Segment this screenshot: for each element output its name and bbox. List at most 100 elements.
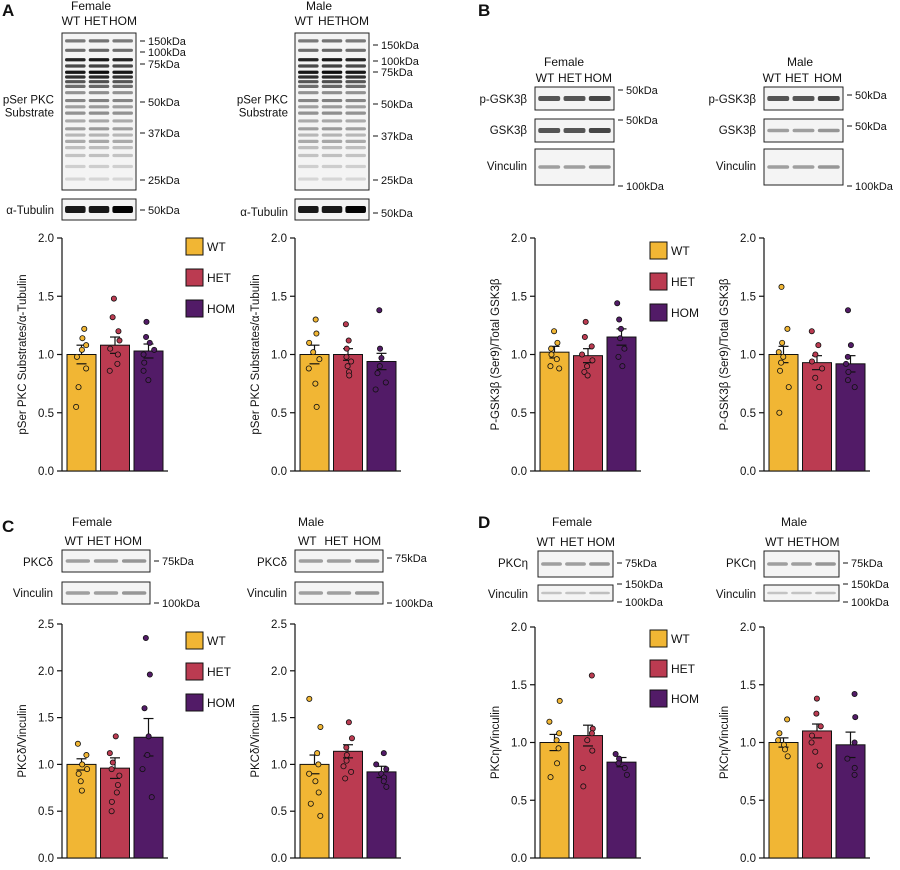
- blot-band: [112, 91, 133, 95]
- data-point: [780, 353, 787, 360]
- blot-row-label: PKCδ: [257, 557, 287, 569]
- blot-D-male: Male WT HET HOM PKCη 75kDa Vinculin 150kDa 100kD…: [716, 515, 890, 609]
- blot-band: [321, 58, 343, 62]
- legend-swatch-hom: [649, 303, 668, 322]
- y-tick-label: 0.5: [511, 795, 527, 807]
- blot-frame: [537, 550, 614, 578]
- y-tick-label: 0.0: [511, 466, 527, 478]
- blot-band: [112, 84, 133, 89]
- blot-band: [112, 206, 133, 213]
- marker-label: 37kDa: [381, 131, 414, 143]
- chart-A-male: 0.0 0.5 1.0 1.5 2.0 pSer PKC Substrates/α-Tub…: [250, 233, 401, 478]
- y-tick-label: 1.5: [38, 713, 54, 725]
- y-tick-label: 1.0: [740, 350, 756, 362]
- data-point: [612, 751, 619, 758]
- marker-label: 150kDa: [148, 36, 187, 48]
- blot-band: [345, 111, 366, 115]
- legend-d: WT HET HOM: [649, 629, 699, 708]
- data-point: [784, 753, 791, 760]
- data-point: [777, 367, 784, 374]
- blot-band: [112, 98, 133, 103]
- data-point: [78, 346, 85, 353]
- blot-band: [112, 111, 133, 115]
- data-point: [79, 761, 86, 768]
- data-point: [151, 346, 158, 353]
- blot-band: [792, 165, 815, 169]
- lane-label: WT: [65, 534, 84, 548]
- data-point: [340, 763, 347, 770]
- lane-label: HOM: [109, 14, 137, 28]
- data-point: [74, 740, 81, 747]
- data-point: [548, 351, 555, 358]
- blot-frame: [61, 549, 151, 573]
- data-point: [313, 330, 320, 337]
- data-point: [73, 403, 80, 410]
- data-point: [109, 759, 116, 766]
- legend-swatch-het: [185, 268, 204, 287]
- data-point: [307, 800, 314, 807]
- data-point: [851, 771, 858, 778]
- blot-row-label: Vinculin: [488, 589, 528, 601]
- blot-band: [121, 591, 147, 595]
- data-point: [312, 778, 319, 785]
- data-point: [554, 339, 561, 346]
- lane-label: HOM: [587, 535, 615, 549]
- y-axis-label: PKCδ/Vinculin: [250, 704, 262, 777]
- data-point: [106, 367, 113, 374]
- data-point: [819, 365, 826, 372]
- data-point: [77, 778, 84, 785]
- blot-band: [88, 119, 110, 123]
- panel-label-a: A: [2, 1, 14, 20]
- blot-row-label: GSK3β: [719, 125, 757, 137]
- data-point: [317, 812, 324, 819]
- blot-band: [298, 127, 319, 131]
- data-point: [316, 356, 323, 363]
- blot-band: [321, 139, 343, 143]
- lane-label: WT: [536, 71, 555, 85]
- y-tick-label: 0.5: [740, 795, 756, 807]
- blot-band: [767, 96, 790, 101]
- y-axis-label: pSer PKC Substrates/α-Tubulin: [250, 274, 262, 434]
- y-tick-label: 1.5: [38, 291, 54, 303]
- data-point: [314, 750, 321, 757]
- marker-label: 150kDa: [625, 579, 664, 591]
- blot-band: [88, 206, 110, 213]
- marker-label: 100kDa: [851, 597, 890, 609]
- blot-band: [65, 139, 86, 143]
- data-point: [373, 761, 380, 768]
- y-tick-label: 0.5: [38, 806, 54, 818]
- data-point: [547, 774, 554, 781]
- blot-band: [112, 153, 133, 158]
- legend-label-wt: WT: [207, 240, 226, 254]
- data-point: [139, 766, 146, 773]
- blot-band: [88, 139, 110, 143]
- data-point: [342, 775, 349, 782]
- data-point: [547, 363, 554, 370]
- data-point: [556, 365, 563, 372]
- blot-band: [65, 48, 86, 52]
- data-point: [776, 409, 783, 416]
- data-point: [84, 766, 91, 773]
- data-point: [588, 672, 595, 679]
- data-point: [348, 358, 355, 365]
- lane-label: HET: [558, 71, 583, 85]
- data-point: [116, 772, 123, 779]
- y-tick-label: 1.5: [271, 291, 287, 303]
- data-point: [617, 325, 624, 332]
- legend-label-het: HET: [207, 271, 232, 285]
- data-point: [108, 808, 115, 815]
- chart-C-male: 0.0 0.5 1.0 1.5 2.0 2.5 PKCδ/Vinculin: [250, 619, 401, 865]
- bar-wt: [66, 763, 97, 859]
- marker-label: 75kDa: [162, 556, 195, 568]
- blot-band: [767, 591, 788, 595]
- blot-band: [588, 165, 611, 169]
- blot-band: [88, 127, 110, 131]
- data-point: [548, 345, 555, 352]
- blot-C-male: Male WT HET HOM PKCδ 75kDa Vinculin 100kDa: [247, 515, 434, 610]
- blot-band: [298, 591, 324, 595]
- legend-a: WT HET HOM: [185, 237, 235, 318]
- blot-band: [345, 58, 366, 62]
- blot-band: [817, 165, 840, 169]
